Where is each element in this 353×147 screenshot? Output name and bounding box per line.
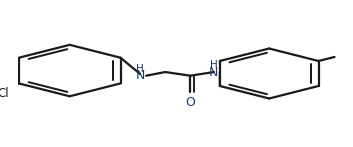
Text: N: N	[209, 66, 219, 78]
Text: O: O	[185, 96, 195, 109]
Text: H: H	[136, 64, 144, 74]
Text: N: N	[136, 69, 145, 82]
Text: Cl: Cl	[0, 87, 9, 100]
Text: H: H	[210, 60, 218, 70]
